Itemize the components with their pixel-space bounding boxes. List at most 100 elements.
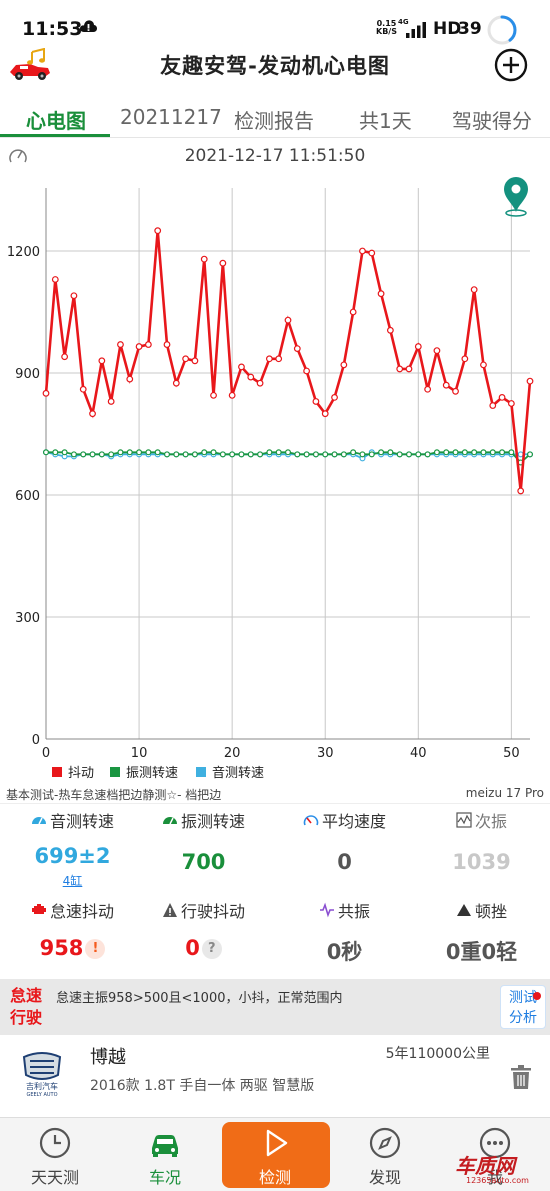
data-point <box>191 357 199 365</box>
tab-days[interactable]: 共1天 <box>359 109 412 133</box>
cloud-icon <box>80 20 97 32</box>
data-point <box>219 259 227 267</box>
tab-driving-score[interactable]: 驾驶得分 <box>452 109 532 133</box>
data-point <box>247 373 255 381</box>
metric-sound-rpm[interactable]: 音测转速 699±2 4缸 <box>4 808 141 889</box>
metric-idle-shake[interactable]: 怠速抖动 958! <box>4 898 141 960</box>
metric-label: 音测转速 <box>49 812 114 831</box>
legend-label: 音测转速 <box>212 765 264 781</box>
location-marker-icon <box>504 177 528 217</box>
data-point <box>433 449 440 456</box>
data-point <box>117 449 124 456</box>
data-point <box>331 451 338 458</box>
car-info-row[interactable]: 吉利汽车 GEELY AUTO 博越 2016款 1.8T 手自一体 两驱 智慧… <box>0 1035 550 1115</box>
data-point <box>293 345 301 353</box>
trash-icon[interactable] <box>510 1065 532 1089</box>
help-badge[interactable]: ? <box>201 939 222 959</box>
data-point <box>42 389 50 397</box>
y-tick-label: 600 <box>15 489 40 504</box>
test-analysis-button[interactable]: 测试 分析 <box>500 985 546 1029</box>
data-point <box>154 449 161 456</box>
metric-jerk[interactable]: 顿挫 0重0轻 <box>413 898 550 966</box>
metric-driving-shake[interactable]: 行驶抖动 0? <box>135 898 272 960</box>
data-point <box>61 353 69 361</box>
data-point <box>200 255 208 263</box>
waveform-icon <box>456 812 472 828</box>
data-point <box>117 341 124 348</box>
metric-average-speed[interactable]: 平均速度 0 <box>276 808 413 874</box>
diagnosis-bar: 怠速 行驶 怠速主振958>500且<1000，小抖，正常范围内 测试 分析 <box>0 979 550 1035</box>
nav-me[interactable]: 我 <box>440 1118 550 1191</box>
legend-swatch <box>110 767 120 777</box>
tab-report[interactable]: 检测报告 <box>234 109 314 133</box>
notification-dot <box>533 992 541 1000</box>
data-point <box>312 451 319 458</box>
data-point <box>396 365 404 373</box>
data-point <box>98 451 105 458</box>
nav-label: 我 <box>486 1168 503 1187</box>
y-tick-label: 900 <box>15 367 40 382</box>
diagnosis-mode: 怠速 行驶 <box>10 986 43 1027</box>
data-point <box>461 355 469 363</box>
data-point <box>517 487 525 495</box>
data-point <box>51 276 59 283</box>
tab-ecg[interactable]: 心电图 <box>26 109 86 133</box>
watermark-url: 12365auto.com <box>466 1176 529 1185</box>
x-tick-label: 50 <box>503 746 520 761</box>
app-header: 友趣安驾-发动机心电图 <box>0 40 550 90</box>
car-mileage: 5年110000公里 <box>385 1046 490 1062</box>
cylinder-link[interactable]: 4缸 <box>62 874 83 888</box>
data-point <box>489 449 496 456</box>
data-point <box>61 449 68 456</box>
metric-vibration-rpm[interactable]: 振测转速 700 <box>135 808 272 874</box>
data-point <box>331 393 338 401</box>
nav-daily-test[interactable]: 天天测 <box>0 1118 110 1191</box>
data-point <box>303 367 311 375</box>
nav-discover[interactable]: 发现 <box>330 1118 440 1191</box>
nav-car-status[interactable]: 车况 <box>110 1118 220 1191</box>
nav-label: 车况 <box>148 1168 181 1187</box>
data-point <box>284 316 292 324</box>
data-point <box>266 449 273 456</box>
data-point <box>79 385 87 393</box>
data-point <box>415 451 422 458</box>
data-point <box>145 449 152 456</box>
race-car-music-logo-icon <box>10 48 50 80</box>
active-nav-background <box>222 1122 330 1188</box>
metric-value: 0秒 <box>326 940 363 964</box>
warning-badge[interactable]: ! <box>85 939 106 959</box>
add-button[interactable] <box>494 48 528 82</box>
data-point <box>443 449 450 456</box>
gauge-icon[interactable] <box>8 146 28 166</box>
diagnosis-text: 怠速主振958>500且<1000，小抖，正常范围内 <box>56 991 343 1006</box>
metric-label: 行驶抖动 <box>180 902 245 921</box>
data-point <box>471 449 478 456</box>
more-icon <box>479 1127 511 1159</box>
data-point <box>182 451 189 458</box>
test-info-line: 基本测试-热车怠速档把边静测☆- 档把边 meizu 17 Pro <box>0 784 550 804</box>
y-tick-label: 0 <box>32 733 40 748</box>
data-point <box>163 341 171 348</box>
metric-sub-vibration[interactable]: 次振 1039 <box>413 808 550 874</box>
data-point <box>452 449 459 456</box>
data-point <box>108 451 115 458</box>
play-icon <box>266 1129 288 1157</box>
test-description: 基本测试-热车怠速档把边静测☆- 档把边 <box>6 788 222 802</box>
nav-label: 检测 <box>258 1168 291 1187</box>
data-point <box>191 451 198 458</box>
tab-date[interactable]: 20211217 <box>120 105 222 129</box>
data-point <box>219 451 226 458</box>
device-model: meizu 17 Pro <box>465 786 544 800</box>
metric-resonance[interactable]: 共振 0秒 <box>276 898 413 966</box>
data-point <box>489 402 497 409</box>
data-point <box>275 449 282 456</box>
metric-label: 顿挫 <box>474 902 507 921</box>
x-tick-label: 10 <box>131 746 148 761</box>
data-point <box>294 451 301 458</box>
page-title: 友趣安驾-发动机心电图 <box>160 54 390 78</box>
data-point <box>228 391 236 399</box>
data-point <box>135 343 143 350</box>
car-model: 2016款 1.8T 手自一体 两驱 智慧版 <box>90 1078 315 1094</box>
nav-test[interactable]: 检测 <box>220 1118 330 1191</box>
data-point <box>70 292 78 300</box>
